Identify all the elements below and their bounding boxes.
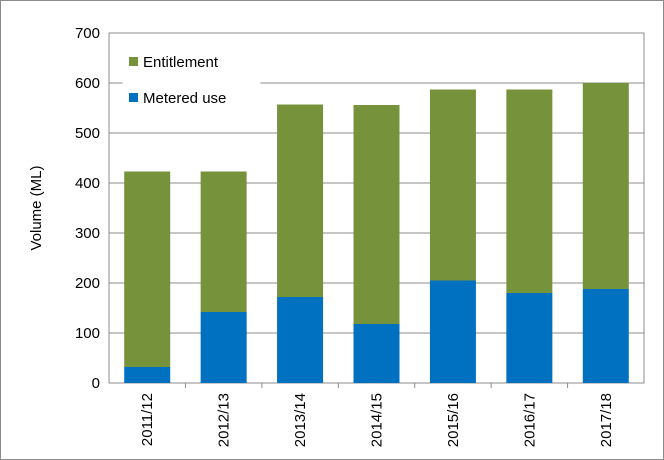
bar-metered-use <box>277 297 324 383</box>
bar-entitlement <box>429 89 476 281</box>
bar-entitlement <box>582 83 629 289</box>
bar-entitlement <box>506 89 553 293</box>
bar-metered-use <box>429 280 476 383</box>
x-tick-label: 2012/13 <box>216 393 233 447</box>
y-axis-title: Volume (ML) <box>28 165 45 250</box>
y-tick-label: 300 <box>75 225 100 242</box>
y-tick-label: 200 <box>75 275 100 292</box>
legend-label-entitlement: Entitlement <box>143 54 219 71</box>
bar-entitlement <box>124 171 171 367</box>
legend-swatch-entitlement <box>129 57 138 66</box>
y-tick-label: 400 <box>75 175 100 192</box>
bar-entitlement <box>277 104 324 297</box>
y-tick-labels: 0 100 200 300 400 500 600 700 <box>75 25 100 392</box>
bars <box>124 83 629 383</box>
legend: Entitlement Metered use <box>122 45 261 117</box>
y-tick-label: 0 <box>92 375 100 392</box>
bar-metered-use <box>353 324 400 383</box>
x-tick-label: 2011/12 <box>139 393 156 446</box>
bar-metered-use <box>124 367 171 383</box>
x-tick-labels: 2011/12 2012/13 2013/14 2014/15 2015/16 2016/… <box>139 383 615 447</box>
y-tick-label: 500 <box>75 125 100 142</box>
legend-swatch-metered-use <box>129 93 138 102</box>
legend-label-metered-use: Metered use <box>143 90 226 107</box>
bar-entitlement <box>353 105 400 324</box>
bar-metered-use <box>200 312 247 383</box>
y-tick-label: 100 <box>75 325 100 342</box>
x-tick-label: 2013/14 <box>292 393 309 447</box>
x-tick-label: 2014/15 <box>369 393 386 447</box>
x-tick-label: 2017/18 <box>598 393 615 447</box>
legend-box <box>122 45 261 117</box>
y-tick-label: 700 <box>75 25 100 42</box>
x-tick-label: 2016/17 <box>521 393 538 447</box>
x-tick-label: 2015/16 <box>445 393 462 447</box>
bar-metered-use <box>582 289 629 383</box>
y-tick-label: 600 <box>75 75 100 92</box>
bar-metered-use <box>506 293 553 383</box>
bar-entitlement <box>200 171 247 312</box>
